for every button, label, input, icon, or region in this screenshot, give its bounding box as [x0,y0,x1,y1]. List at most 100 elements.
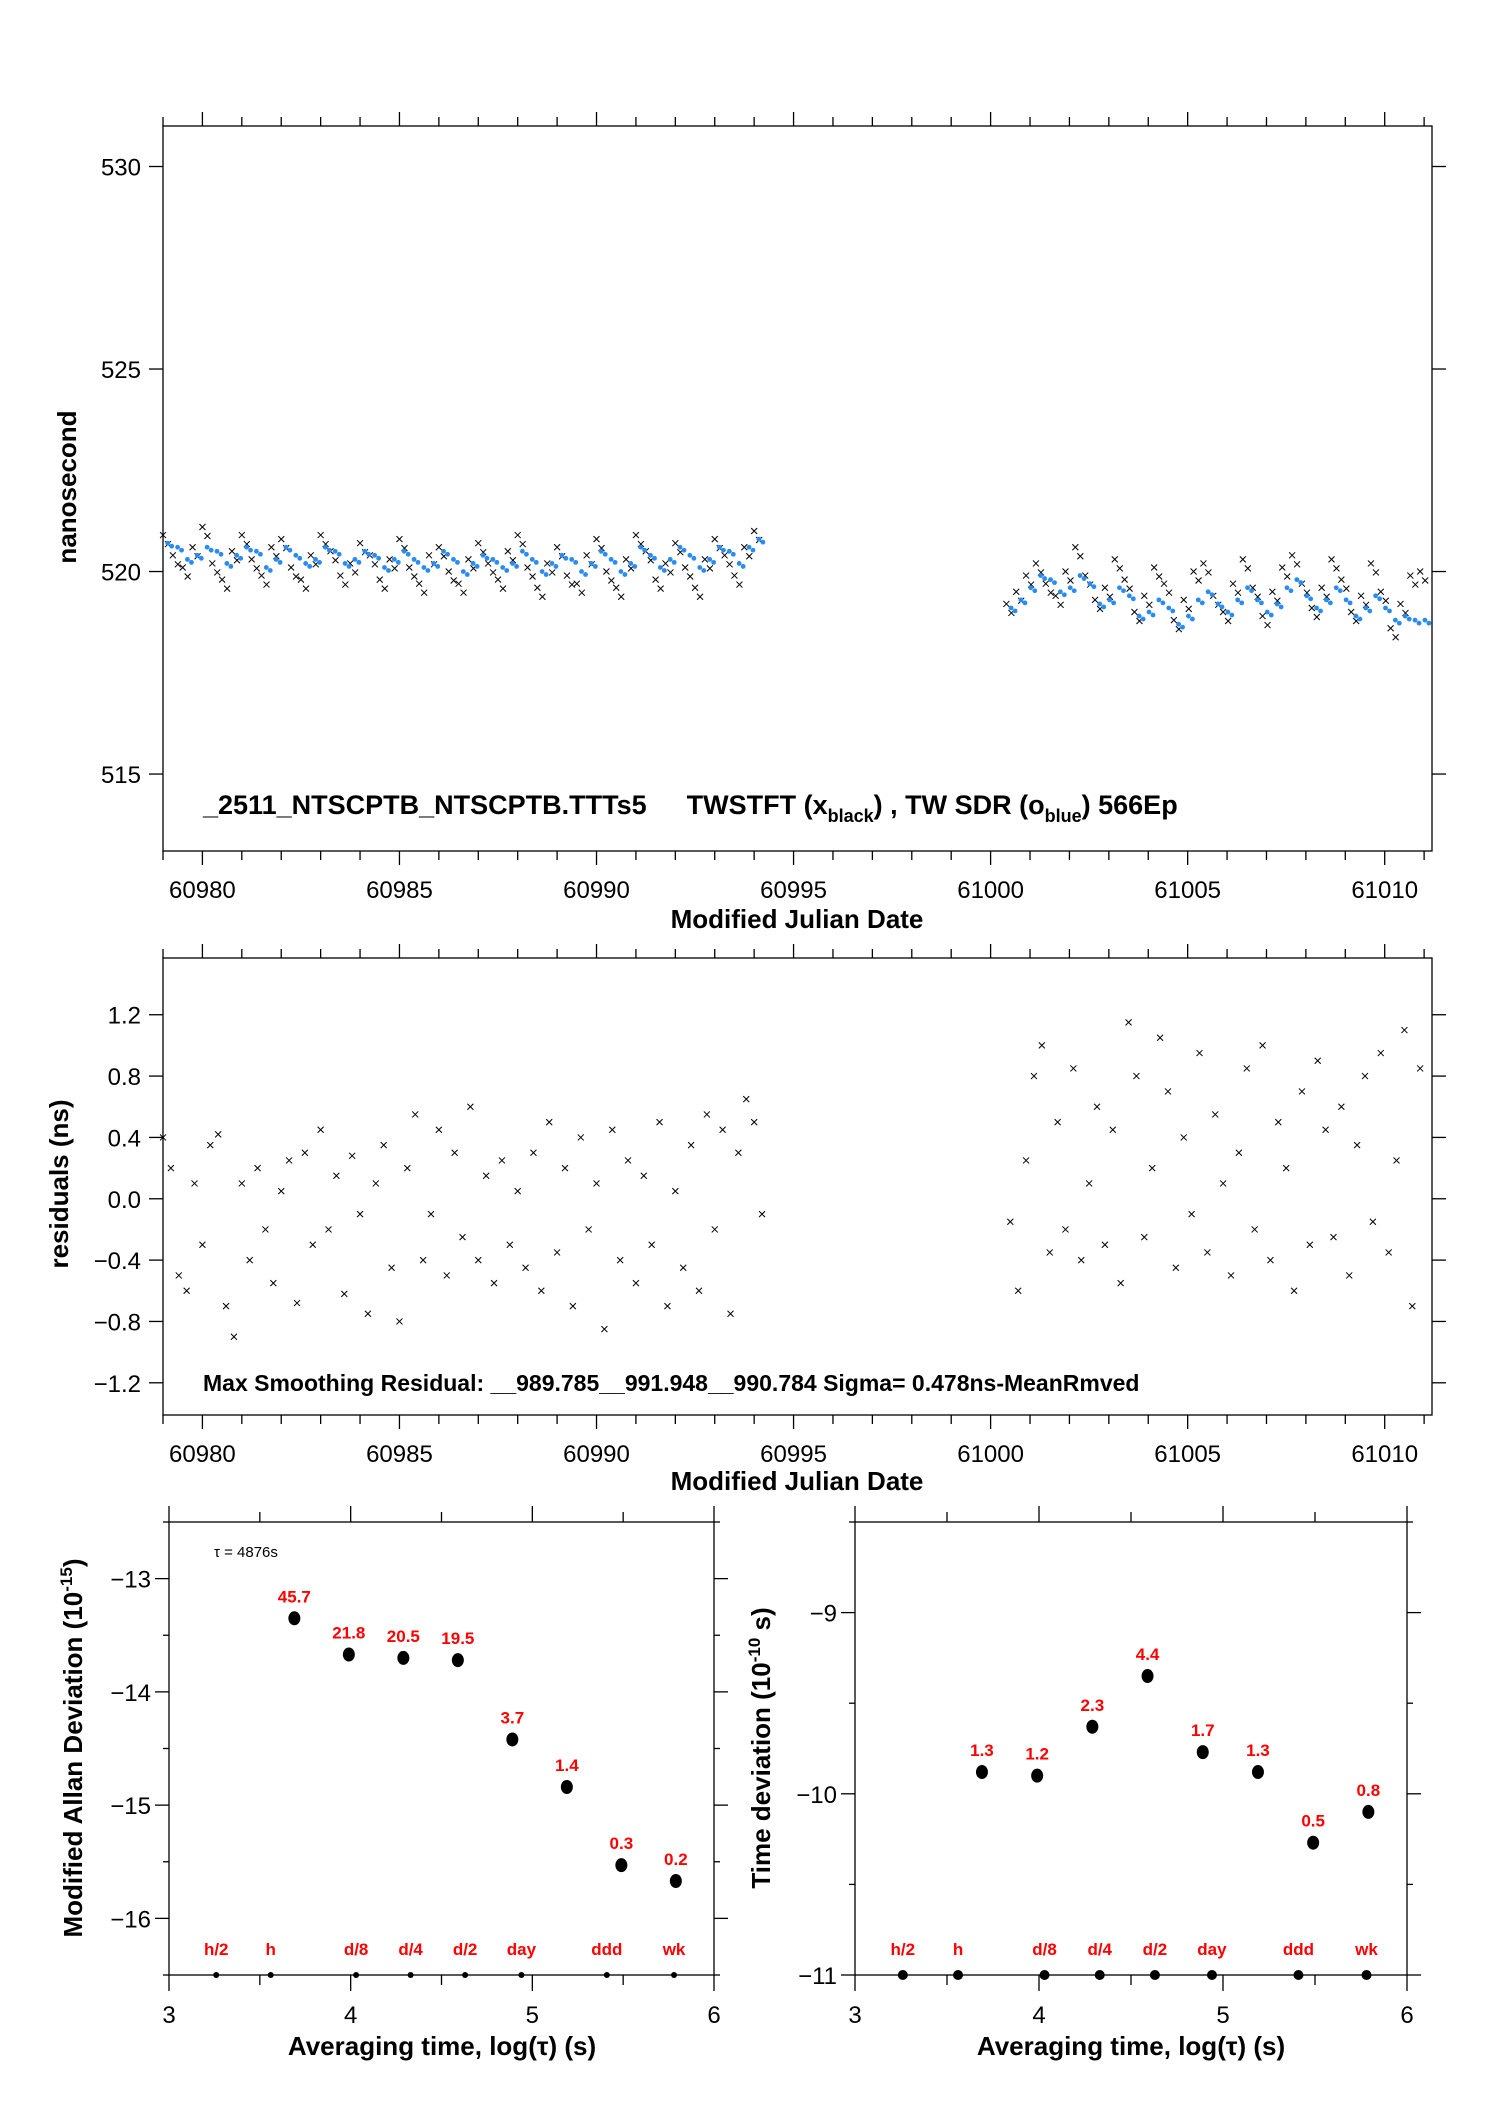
data-label: 4.4 [1136,1645,1160,1664]
data-point-x [1047,589,1055,597]
data-point-x [1244,565,1252,572]
data-point-x [1259,612,1266,620]
data-point-o [592,564,598,569]
data-point-o [553,564,559,569]
data-point-o [317,559,322,565]
data-point-x [1140,592,1148,600]
data-point-x [1387,624,1394,632]
data-point [451,1653,464,1668]
data-point-x [608,1126,616,1134]
data-point-x [222,1302,230,1310]
data-point-x [711,535,719,543]
data-label: 0.3 [610,1834,634,1853]
data-point-x [1125,1019,1132,1026]
data-point-o [1186,613,1191,619]
data-point-o [352,556,358,562]
data-point-o [1402,613,1408,619]
data-point-o [263,565,269,570]
data-point-x [336,572,344,579]
data-point-x [292,573,300,580]
data-point-o [1160,600,1166,606]
data-point-x [1282,1164,1290,1172]
data-point-o [1097,601,1103,607]
data-point-x [1239,556,1247,563]
data-label: 0.5 [1301,1812,1325,1831]
y-tick-label: −16 [110,1906,151,1933]
data-point-o [1180,624,1185,630]
y-tick-label: 0.4 [108,1125,141,1152]
tau-annotation: τ = 4876s [214,1544,278,1561]
data-point-x [1211,1111,1219,1118]
data-point-x [302,585,310,592]
data-point-o [474,564,480,569]
data-point-o [1190,616,1195,622]
data-point-o [1199,600,1205,606]
data-point-x [1077,1256,1085,1264]
data-point-x [1006,1218,1014,1226]
data-point-o [638,544,644,550]
data-point-o [441,548,446,554]
y-tick-label: −15 [110,1793,151,1820]
data-point-x [524,564,531,571]
data-point-o [569,556,575,562]
data-point-o [1087,581,1093,587]
data-point-o [1156,597,1162,603]
data-point-o [1121,588,1126,594]
data-point-x [248,556,256,563]
data-point-x [1054,1118,1061,1126]
data-point-o [336,551,342,557]
data-point-o [1170,608,1176,614]
data-point-o [1347,600,1353,606]
data-point-x [364,1310,372,1318]
data-point-o [204,544,210,550]
data-point-o [1249,588,1254,594]
data-point-o [1229,612,1235,618]
data-point-x [548,569,556,576]
data-point-x [474,539,482,547]
data-label: 21.8 [332,1624,365,1643]
data-point-o [500,565,506,570]
data-point-o [1130,596,1136,602]
data-point-x [740,543,748,551]
data-point-x [514,1187,522,1195]
data-point [1086,1719,1099,1734]
data-point-o [1406,616,1412,622]
data-point-o [510,561,515,566]
tau-marker-label: d/4 [1087,1940,1112,1959]
data-point-x [519,540,527,548]
data-point-o [346,564,352,569]
data-point-o [691,555,697,561]
data-label: 1.4 [555,1756,579,1775]
x-tick-label: 60980 [169,1441,236,1468]
data-point-x [1109,1126,1117,1134]
data-point-o [165,540,171,546]
data-point-o [198,555,204,561]
data-point-o [1042,576,1048,581]
residual-annotation: Max Smoothing Residual: __989.785__991.9… [203,1370,1139,1396]
data-point-x [1338,576,1345,583]
data-point-o [307,564,313,569]
data-point-x [1330,1233,1337,1241]
data-point-x [1219,1180,1227,1187]
data-point-x [301,1149,309,1157]
legend-title: _2511_NTSCPTB_NTSCPTB.TTTs5 TWSTFT (xblac… [202,790,1178,826]
data-point-x [269,1279,277,1287]
tau-marker-label: h/2 [204,1940,229,1959]
x-tick-label: 61000 [957,1441,1024,1468]
data-point-o [671,559,677,565]
data-point-o [1166,605,1172,611]
tau-marker [353,1972,360,1978]
data-point-o [697,565,703,570]
data-point-x [662,560,669,567]
data-point-x [721,551,728,559]
data-point-o [1304,593,1310,599]
data-point-x [474,1256,482,1264]
data-point-x [1306,1241,1314,1249]
x-axis-label: Modified Julian Date [671,1466,924,1496]
data-point-x [297,576,305,583]
data-point-x [1416,568,1424,575]
data-point-o [1117,585,1122,591]
data-point-o [435,564,441,569]
x-axis-label: Averaging time, log(τ) (s) [288,2031,596,2061]
data-point-x [427,1210,435,1218]
